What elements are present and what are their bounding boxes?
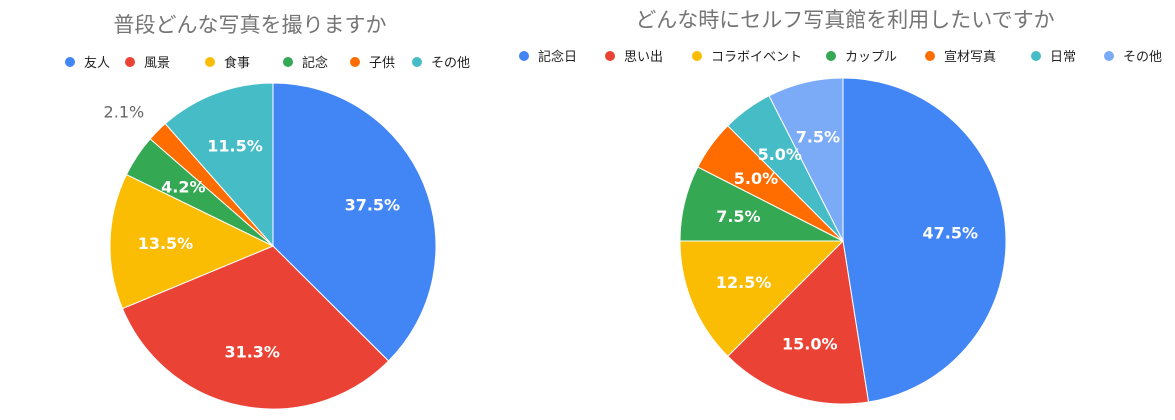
chart-legend: 記念日 思い出 コラボイベント カップル 宣材写真 日常 その他 (519, 49, 1162, 65)
slice-value-label: 13.5% (138, 234, 194, 253)
pie-slice-7 (768, 77, 844, 242)
legend-label: コラボイベント (711, 50, 802, 65)
legend-swatch (350, 57, 360, 67)
slice-labels: 47.5%15.0%12.5%7.5%5.0%5.0%7.5% (716, 127, 978, 353)
legend-swatch (1104, 51, 1114, 61)
legend-swatch (605, 51, 615, 61)
slice-value-label: 47.5% (922, 224, 978, 243)
legend-swatch (205, 57, 215, 67)
legend-item: 記念 (283, 55, 328, 71)
chart-legend: 友人 風景 食事 記念 子供 その他 (65, 55, 470, 71)
slice-labels: 37.5% 31.3% 13.5% 4.2% 2.1% 11.5% (104, 102, 401, 361)
slice-value-label: 2.1% (104, 102, 145, 121)
pie-slice-6 (164, 82, 274, 248)
slice-value-label: 31.3% (224, 343, 280, 362)
legend-swatch (826, 51, 836, 61)
legend-item: 子供 (350, 56, 395, 71)
slice-value-label: 15.0% (782, 334, 838, 353)
legend-swatch (1031, 51, 1041, 61)
legend-item: カップル (826, 50, 897, 65)
legend-item: 友人 (65, 55, 110, 71)
legend-label: その他 (431, 56, 470, 71)
slice-value-label: 7.5% (796, 127, 840, 146)
legend-swatch (283, 57, 293, 67)
chart-photo-types: 普段どんな写真を撮りますか 友人 風景 食事 記念 子供 その他 37.5% 31.3% 13… (65, 13, 470, 410)
pie-slice-1 (842, 77, 1007, 403)
legend-label: 宣材写真 (944, 49, 996, 65)
legend-item: コラボイベント (692, 50, 802, 65)
pie-slices (109, 82, 437, 410)
legend-swatch (412, 57, 422, 67)
legend-label: 記念 (302, 55, 328, 71)
chart-studio-usage: どんな時にセルフ写真館を利用したいですか 記念日 思い出 コラボイベント カップル 宣材… (519, 8, 1162, 405)
chart-title: 普段どんな写真を撮りますか (114, 13, 387, 37)
legend-item: 記念日 (519, 49, 577, 65)
slice-value-label: 5.0% (734, 169, 778, 188)
slice-value-label: 12.5% (716, 273, 772, 292)
legend-item: 宣材写真 (925, 49, 996, 65)
legend-item: その他 (1104, 50, 1162, 65)
legend-label: 食事 (224, 55, 250, 71)
legend-item: その他 (412, 56, 470, 71)
pie-slice-1 (272, 82, 437, 362)
legend-label: 記念日 (538, 49, 577, 65)
legend-swatch (519, 51, 529, 61)
pie-slice-2 (121, 245, 390, 410)
pie-slice-2 (727, 239, 870, 405)
slice-value-label: 4.2% (161, 178, 205, 197)
legend-label: 子供 (369, 56, 395, 71)
slice-value-label: 11.5% (207, 136, 263, 155)
pie-slice-3 (679, 240, 845, 357)
legend-item: 風景 (125, 56, 170, 71)
pie-slice-3 (109, 173, 275, 310)
legend-swatch (925, 51, 935, 61)
slice-value-label: 37.5% (345, 196, 401, 215)
slice-value-label: 7.5% (716, 207, 760, 226)
legend-item: 思い出 (605, 50, 663, 65)
legend-label: カップル (845, 50, 897, 65)
chart-title: どんな時にセルフ写真館を利用したいですか (635, 8, 1054, 32)
legend-swatch (692, 51, 702, 61)
legend-swatch (125, 57, 135, 67)
pie-slices (679, 77, 1007, 405)
legend-label: 日常 (1050, 50, 1076, 65)
legend-label: 風景 (144, 56, 170, 71)
legend-label: その他 (1123, 50, 1162, 65)
legend-item: 日常 (1031, 50, 1076, 65)
legend-swatch (65, 57, 75, 67)
legend-item: 食事 (205, 55, 250, 71)
slice-value-label: 5.0% (758, 145, 802, 164)
legend-label: 思い出 (624, 50, 663, 65)
legend-label: 友人 (84, 55, 110, 71)
